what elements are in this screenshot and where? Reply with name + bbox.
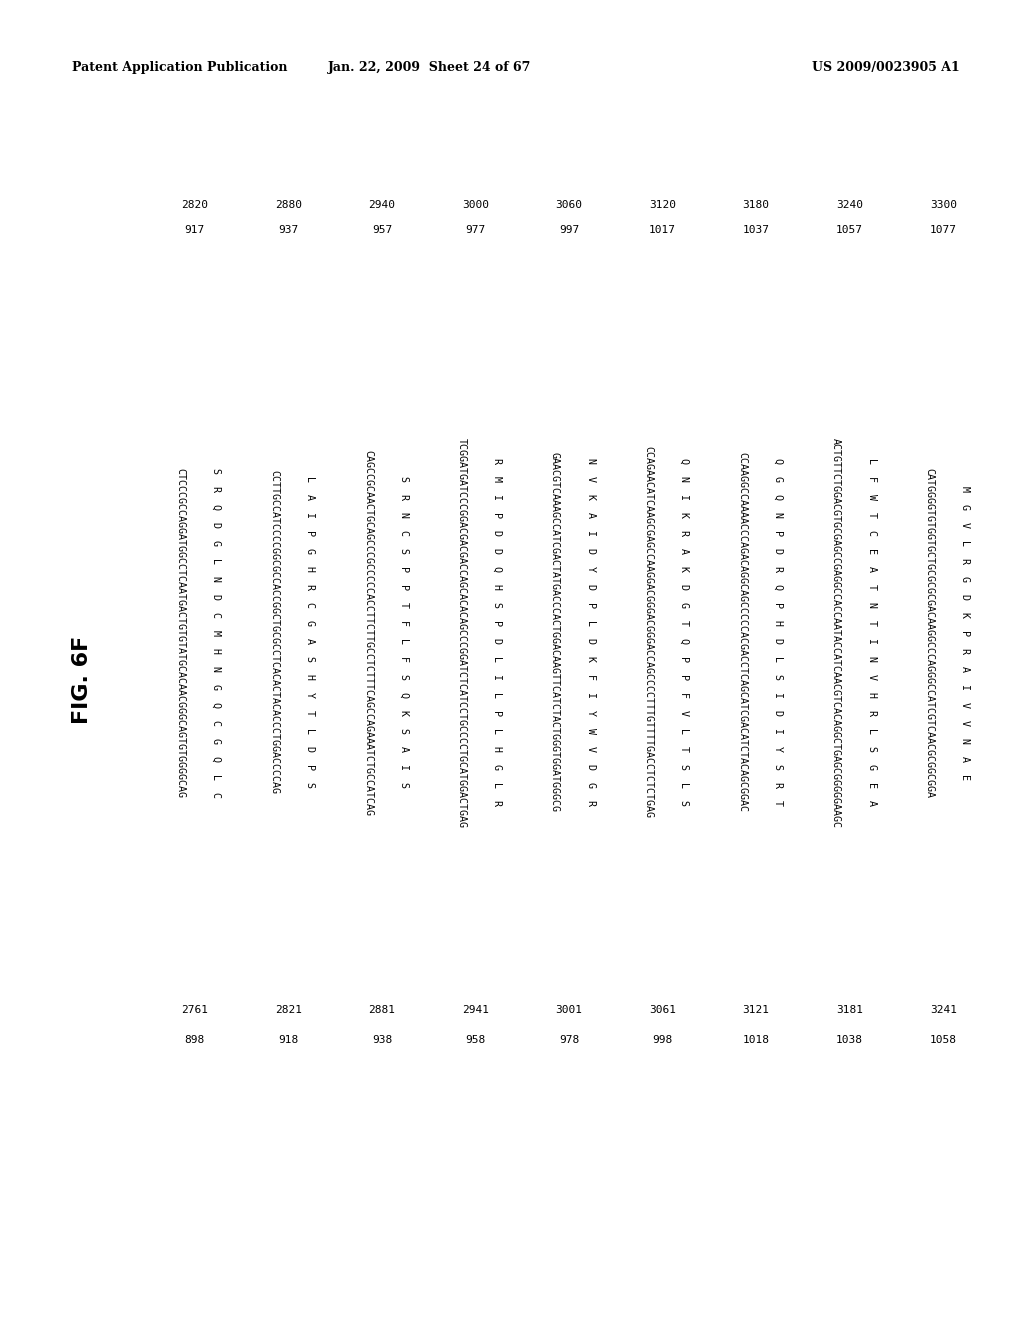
Text: 3180: 3180	[742, 201, 770, 210]
Text: TCGGATGATCCCGGACGACGACCAGCACACAGCCCGGATCTCATCCTGCCCCTGCATGGACTGAG: TCGGATGATCCCGGACGACGACCAGCACACAGCCCGGATC…	[457, 437, 467, 828]
Text: 2761: 2761	[181, 1005, 208, 1015]
Text: 938: 938	[372, 1035, 392, 1045]
Text: FIG. 6F: FIG. 6F	[72, 636, 92, 725]
Text: 3120: 3120	[649, 201, 676, 210]
Text: GAACGTCAAAGCCATCGACTATGACCCACTGGACAAGTTCATCTACTGGGTGGATGGGCG: GAACGTCAAAGCCATCGACTATGACCCACTGGACAAGTTC…	[550, 453, 560, 813]
Text: 2820: 2820	[181, 201, 208, 210]
Text: N  V  K  A  I  D  Y  D  P  L  D  K  F  I  Y  W  V  D  G  R: N V K A I D Y D P L D K F I Y W V D G R	[586, 458, 596, 807]
Text: 937: 937	[279, 224, 298, 235]
Text: 898: 898	[184, 1035, 205, 1045]
Text: CTCCCGCCAGGATGGCCTCAATGACTGTGTATGCACAACGGGCAGTGTGGGGCAG: CTCCCGCCAGGATGGCCTCAATGACTGTGTATGCACAACG…	[176, 467, 185, 797]
Text: Q  G  Q  N  P  D  R  Q  P  H  D  L  S  I  D  I  Y  S  R  T: Q G Q N P D R Q P H D L S I D I Y S R T	[773, 458, 783, 807]
Text: L  F  W  T  C  E  A  T  N  T  I  N  V  H  R  L  S  G  E  A: L F W T C E A T N T I N V H R L S G E A	[866, 458, 877, 807]
Text: 3181: 3181	[837, 1005, 863, 1015]
Text: 3000: 3000	[462, 201, 488, 210]
Text: 3061: 3061	[649, 1005, 676, 1015]
Text: 2940: 2940	[369, 201, 395, 210]
Text: Jan. 22, 2009  Sheet 24 of 67: Jan. 22, 2009 Sheet 24 of 67	[329, 62, 531, 74]
Text: Q  N  I  K  R  A  K  D  G  T  Q  P  P  F  V  L  T  S  L  S: Q N I K R A K D G T Q P P F V L T S L S	[680, 458, 689, 807]
Text: 2941: 2941	[462, 1005, 488, 1015]
Text: 1058: 1058	[930, 1035, 956, 1045]
Text: 2881: 2881	[369, 1005, 395, 1015]
Text: 1018: 1018	[742, 1035, 770, 1045]
Text: 1077: 1077	[930, 224, 956, 235]
Text: 3121: 3121	[742, 1005, 770, 1015]
Text: CCTTGCCATCCCCGGCGCCACCGGCTGCGCCTCACACTACACCCTGGACCCCAG: CCTTGCCATCCCCGGCGCCACCGGCTGCGCCTCACACTAC…	[269, 470, 280, 795]
Text: 3241: 3241	[930, 1005, 956, 1015]
Text: 978: 978	[559, 1035, 580, 1045]
Text: 3300: 3300	[930, 201, 956, 210]
Text: 1038: 1038	[837, 1035, 863, 1045]
Text: 918: 918	[279, 1035, 298, 1045]
Text: R  M  I  P  D  D  Q  H  S  P  D  L  I  L  P  L  H  G  L  R: R M I P D D Q H S P D L I L P L H G L R	[493, 458, 503, 807]
Text: 3001: 3001	[555, 1005, 583, 1015]
Text: CAGCCGCAACTGCAGCCCGCCCCCACCTTCTTGCCTCTTTCAGCCAGAAATCTGCCATCAG: CAGCCGCAACTGCAGCCCGCCCCCACCTTCTTGCCTCTTT…	[362, 450, 373, 816]
Text: US 2009/0023905 A1: US 2009/0023905 A1	[812, 62, 961, 74]
Text: 917: 917	[184, 224, 205, 235]
Text: CATGGGGTGTGGTGCTGCGCGCGACAAGGCCCAGGGCCATCGTCAACGCGGCGGA: CATGGGGTGTGGTGCTGCGCGCGACAAGGCCCAGGGCCAT…	[925, 467, 934, 797]
Text: S  R  N  C  S  P  P  T  F  L  F  S  Q  K  S  A  I  S: S R N C S P P T F L F S Q K S A I S	[399, 477, 409, 788]
Text: L  A  I  P  G  H  R  C  G  A  S  H  Y  T  L  D  P  S: L A I P G H R C G A S H Y T L D P S	[305, 477, 315, 788]
Text: 3060: 3060	[555, 201, 583, 210]
Text: 958: 958	[465, 1035, 485, 1045]
Text: 998: 998	[652, 1035, 673, 1045]
Text: S  R  Q  D  G  L  N  D  C  M  H  N  G  Q  C  G  Q  L  C: S R Q D G L N D C M H N G Q C G Q L C	[212, 467, 222, 797]
Text: Patent Application Publication: Patent Application Publication	[72, 62, 288, 74]
Text: CCAGAACATCAAGCGAGCCAAGGACGGGACGGGACCAGCCCCTTTGTTTTGACCTCTCTGAG: CCAGAACATCAAGCGAGCCAAGGACGGGACGGGACCAGCC…	[643, 446, 653, 818]
Text: 2880: 2880	[274, 201, 302, 210]
Text: CCAAGGCCAAAACCCAGACAGGCAGCCCCCACGACCTCAGCATCGACATCTACAGCGGAC: CCAAGGCCAAAACCCAGACAGGCAGCCCCCACGACCTCAG…	[737, 453, 748, 813]
Text: 1057: 1057	[837, 224, 863, 235]
Text: 3240: 3240	[837, 201, 863, 210]
Text: 1037: 1037	[742, 224, 770, 235]
Text: 1017: 1017	[649, 224, 676, 235]
Text: 957: 957	[372, 224, 392, 235]
Text: 2821: 2821	[274, 1005, 302, 1015]
Text: 977: 977	[465, 224, 485, 235]
Text: 997: 997	[559, 224, 580, 235]
Text: ACTGTTCTGGACGTGCGAGCCGAGGCCACCAATACCATCAACGTCACAGGCTGAGCGGGGGAAGC: ACTGTTCTGGACGTGCGAGCCGAGGCCACCAATACCATCA…	[830, 437, 841, 828]
Text: M  G  V  L  R  G  D  K  P  R  A  I  V  V  N  A  E: M G V L R G D K P R A I V V N A E	[961, 486, 970, 780]
